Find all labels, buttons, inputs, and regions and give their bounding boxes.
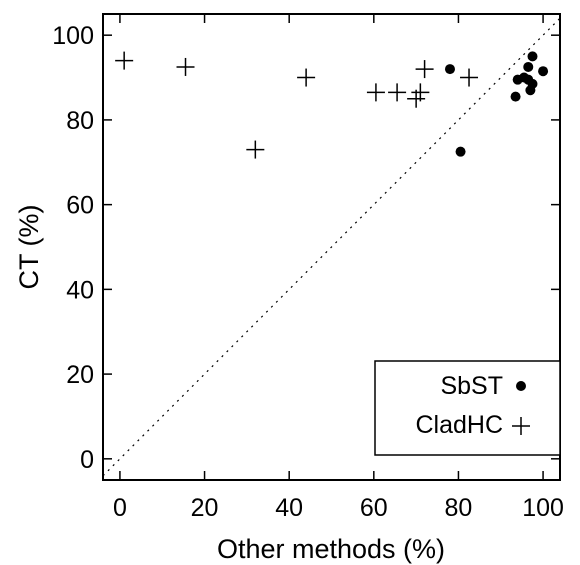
y-tick-label: 0 (80, 446, 94, 474)
x-tick-label: 80 (445, 494, 473, 522)
point-sbst (444, 64, 455, 75)
reference-diagonal-line (102, 17, 561, 477)
plot-frame (102, 13, 561, 481)
y-tick-label: 20 (66, 361, 94, 389)
point-cladhc (415, 60, 434, 79)
y-tick-label: 80 (66, 107, 94, 135)
x-tick-label: 60 (360, 494, 388, 522)
y-tick-label: 60 (66, 192, 94, 220)
legend-box (374, 360, 561, 456)
point-cladhc (297, 68, 316, 87)
point-sbst (510, 91, 521, 102)
point-cladhc (366, 83, 385, 102)
y-tick-label: 100 (52, 22, 94, 50)
point-cladhc (176, 57, 195, 76)
x-tick-label: 100 (522, 494, 564, 522)
legend-label-sbst: SbST (440, 372, 503, 400)
point-cladhc (411, 83, 430, 102)
legend-marker-sbst (516, 381, 526, 391)
x-tick-label: 0 (113, 494, 127, 522)
x-tick-label: 20 (191, 494, 219, 522)
point-cladhc (388, 83, 407, 102)
point-sbst (538, 66, 549, 77)
x-axis-title: Other methods (%) (217, 534, 445, 564)
legend-label-cladhc: CladHC (415, 411, 503, 439)
point-sbst (455, 146, 466, 157)
point-cladhc (460, 68, 479, 87)
legend: SbST CladHC (374, 360, 561, 456)
y-axis-title: CT (%) (14, 205, 44, 290)
legend-marker-cladhc (512, 417, 530, 435)
point-sbst (527, 51, 538, 62)
point-cladhc (115, 51, 134, 70)
point-sbst (523, 61, 534, 72)
x-tick-label: 40 (275, 494, 303, 522)
y-tick-label: 40 (66, 276, 94, 304)
point-sbst (527, 78, 538, 89)
point-cladhc (246, 140, 265, 159)
